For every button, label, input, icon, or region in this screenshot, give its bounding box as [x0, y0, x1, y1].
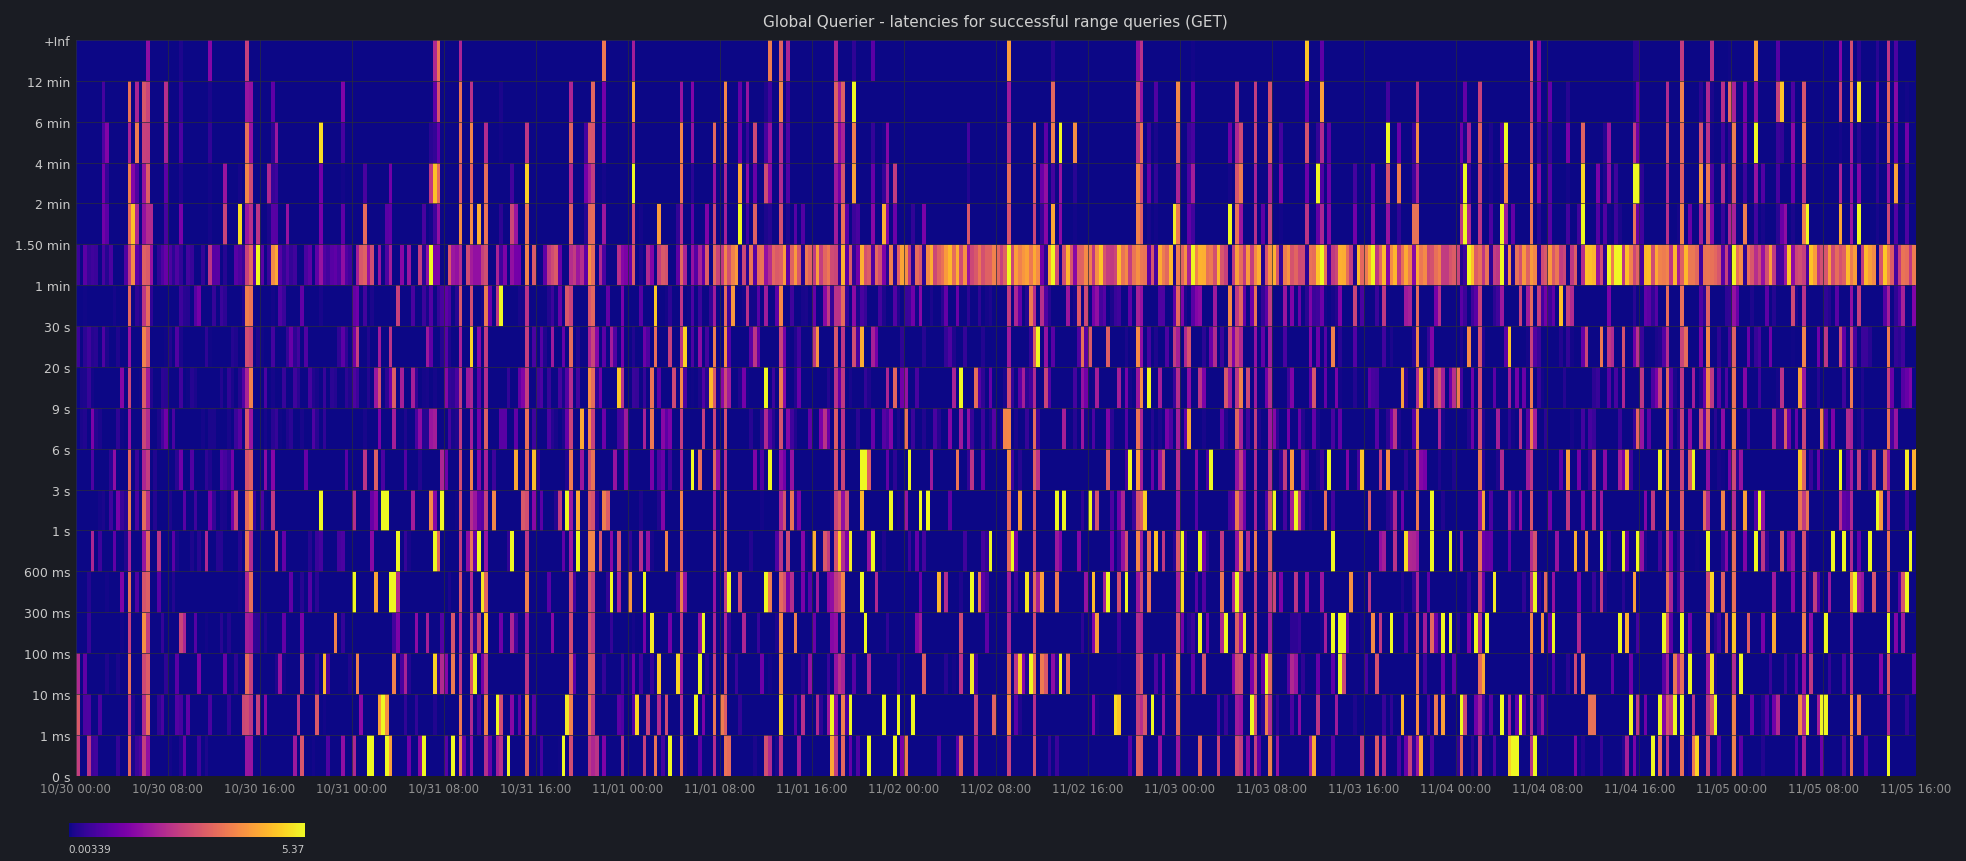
Title: Global Querier - latencies for successful range queries (GET): Global Querier - latencies for successfu…: [763, 15, 1229, 30]
Text: 5.37: 5.37: [281, 844, 305, 854]
Text: 0.00339: 0.00339: [69, 844, 112, 854]
